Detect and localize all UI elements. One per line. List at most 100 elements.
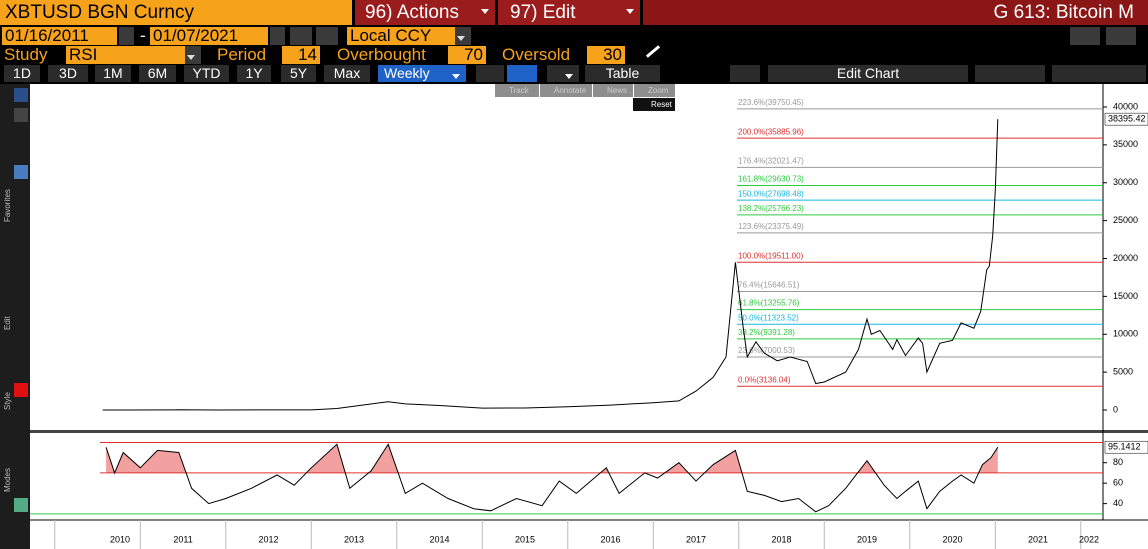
x-tick-label: 2014 <box>430 534 450 544</box>
y-tick-label: 10000 <box>1113 329 1138 339</box>
calendar-icon[interactable] <box>270 27 285 45</box>
prev-button[interactable] <box>290 27 312 45</box>
y-tick-label: 25000 <box>1113 215 1138 225</box>
fib-label: 38.2%(9391.28) <box>738 328 795 337</box>
y-tick-label: 30000 <box>1113 177 1138 187</box>
undo-button[interactable] <box>1070 27 1100 45</box>
x-tick-label: 2016 <box>601 534 621 544</box>
bar-chart-button[interactable] <box>507 65 537 82</box>
x-tick-label: 2019 <box>857 534 877 544</box>
end-date[interactable]: 01/07/2021 <box>150 27 268 45</box>
y-tick-label: 40000 <box>1113 101 1138 111</box>
fib-label: 123.6%(23375.49) <box>738 222 804 231</box>
period-tab[interactable]: YTD <box>184 65 229 82</box>
y-tick-label: 40 <box>1113 498 1123 508</box>
chart: 0 5000 10000 15000 20000 25000 30000 35000 40000… <box>30 84 1148 549</box>
mode-tool[interactable] <box>14 498 28 512</box>
fib-label: 223.6%(39750.45) <box>738 98 804 107</box>
study-name[interactable]: RSI <box>66 46 185 64</box>
fib-label: 176.4%(32021.47) <box>738 157 804 166</box>
y-tick-label: 5000 <box>1113 367 1133 377</box>
x-tick-label: 2022 <box>1079 534 1099 544</box>
fib-label: 50.0%(11323.52) <box>738 313 799 322</box>
panel-divider <box>30 430 1148 433</box>
price-line <box>105 443 999 513</box>
x-tick-label: 2021 <box>1028 534 1048 544</box>
annotate-tool[interactable]: Annotate <box>540 84 592 97</box>
study-label: Study <box>4 45 48 64</box>
pen-icon[interactable] <box>645 45 661 58</box>
calendar-icon[interactable] <box>119 27 134 45</box>
reset-button[interactable]: Reset <box>633 98 675 111</box>
currency-dropdown[interactable] <box>455 27 471 45</box>
last-value-box <box>1104 112 1148 126</box>
period-tab[interactable]: 3D <box>48 65 88 82</box>
price-line <box>102 119 999 411</box>
y-tick-label: 0 <box>1113 404 1118 414</box>
table-button[interactable]: Table <box>585 65 660 82</box>
fib-label: 23.6%(7000.53) <box>738 346 795 355</box>
sidebar <box>0 84 30 549</box>
currency[interactable]: Local CCY <box>347 27 455 45</box>
x-tick-label: 2017 <box>686 534 706 544</box>
period-label: Period <box>217 45 267 64</box>
period-tab[interactable]: 1Y <box>237 65 271 82</box>
study-dropdown[interactable] <box>185 46 201 64</box>
cursor-tool[interactable] <box>14 88 28 102</box>
text-tool[interactable] <box>14 165 28 179</box>
start-date[interactable]: 01/16/2011 <box>2 27 117 45</box>
period-tab[interactable]: 6M <box>139 65 176 82</box>
fib-label: 100.0%(19511.00) <box>738 251 804 260</box>
period-value[interactable]: 14 <box>282 46 320 64</box>
fib-label: 76.4%(15646.51) <box>738 281 800 290</box>
next-button[interactable] <box>316 27 338 45</box>
color-tool[interactable] <box>14 383 28 397</box>
overbought-fill <box>106 444 998 473</box>
y-tick-label: 20000 <box>1113 253 1138 263</box>
x-tick-label: 2018 <box>772 534 792 544</box>
zoom-tool[interactable]: Zoom <box>634 84 675 97</box>
news-tool[interactable]: News <box>593 84 633 97</box>
last-value-box <box>1104 440 1148 454</box>
line-tool[interactable] <box>14 108 28 122</box>
period-tab[interactable]: Max <box>324 65 370 82</box>
line-chart-button[interactable] <box>476 65 504 82</box>
fib-label: 150.0%(27698.48) <box>738 189 804 198</box>
x-tick-label: 2015 <box>515 534 535 544</box>
x-tick-label: 2010 <box>110 534 130 544</box>
fib-label: 138.2%(25766.23) <box>738 204 804 213</box>
fib-label: 0.0%(3136.04) <box>738 375 791 384</box>
settings-button[interactable] <box>1052 65 1146 82</box>
x-tick-label: 2013 <box>344 534 364 544</box>
x-tick-label: 2012 <box>259 534 279 544</box>
overbought-label: Overbought <box>337 45 426 64</box>
track-tool[interactable]: Track <box>495 84 539 97</box>
overbought-value[interactable]: 70 <box>448 46 486 64</box>
redo-button[interactable] <box>1106 27 1136 45</box>
actions-menu[interactable]: 96) Actions <box>355 0 495 25</box>
period-tab[interactable]: 1D <box>4 65 40 82</box>
chart-type-dropdown[interactable] <box>547 65 579 82</box>
last-value-label: 38395.42 <box>1108 114 1146 124</box>
oversold-label: Oversold <box>502 45 571 64</box>
chart-background <box>30 84 1148 549</box>
edit-menu[interactable]: 97) Edit <box>498 0 640 25</box>
period-tab[interactable]: 5Y <box>281 65 316 82</box>
security[interactable]: XBTUSD BGN Curncy <box>0 0 352 25</box>
fib-label: 161.8%(29630.73) <box>738 175 804 184</box>
y-tick-label: 80 <box>1113 457 1123 467</box>
oversold-value[interactable]: 30 <box>587 46 625 64</box>
fib-label: 61.8%(13255.76) <box>738 299 800 308</box>
drawing-button[interactable] <box>975 65 1045 82</box>
frequency-dropdown[interactable]: Weekly <box>378 65 466 82</box>
y-tick-label: 60 <box>1113 478 1123 488</box>
y-tick-label: 15000 <box>1113 291 1138 301</box>
collapse-button[interactable] <box>730 65 760 82</box>
edit-chart-button[interactable]: Edit Chart <box>768 65 968 82</box>
period-tab[interactable]: 1M <box>95 65 131 82</box>
date-separator: - <box>140 26 146 45</box>
last-value-label: 95.1412 <box>1108 442 1141 452</box>
function-title: G 613: Bitcoin M <box>643 0 1148 25</box>
x-tick-label: 2020 <box>943 534 963 544</box>
